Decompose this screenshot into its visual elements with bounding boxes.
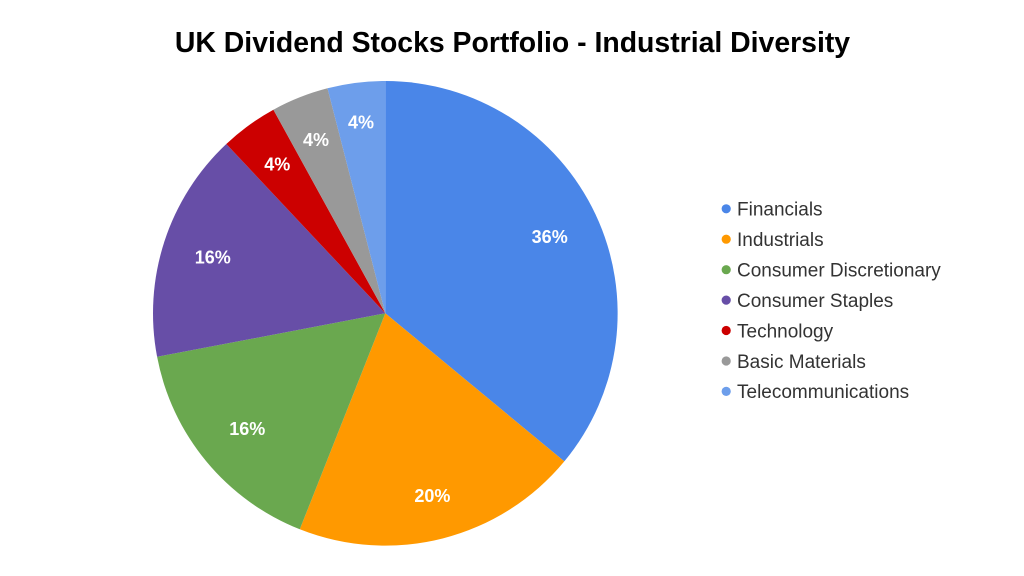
svg-text:16%: 16%: [229, 419, 265, 439]
svg-text:Technology: Technology: [737, 321, 834, 342]
svg-text:Financials: Financials: [737, 200, 823, 221]
svg-text:Consumer Discretionary: Consumer Discretionary: [737, 261, 941, 282]
svg-text:36%: 36%: [532, 227, 568, 247]
svg-text:Basic Materials: Basic Materials: [737, 352, 866, 373]
svg-text:4%: 4%: [264, 155, 290, 175]
svg-text:20%: 20%: [414, 486, 450, 506]
svg-text:16%: 16%: [195, 247, 231, 267]
svg-text:4%: 4%: [303, 130, 329, 150]
svg-text:Telecommunications: Telecommunications: [737, 382, 909, 403]
svg-text:Industrials: Industrials: [737, 230, 824, 251]
svg-text:Consumer Staples: Consumer Staples: [737, 291, 893, 312]
svg-text:UK Dividend Stocks Portfolio -: UK Dividend Stocks Portfolio - Industria…: [175, 27, 850, 59]
svg-text:4%: 4%: [348, 113, 374, 133]
